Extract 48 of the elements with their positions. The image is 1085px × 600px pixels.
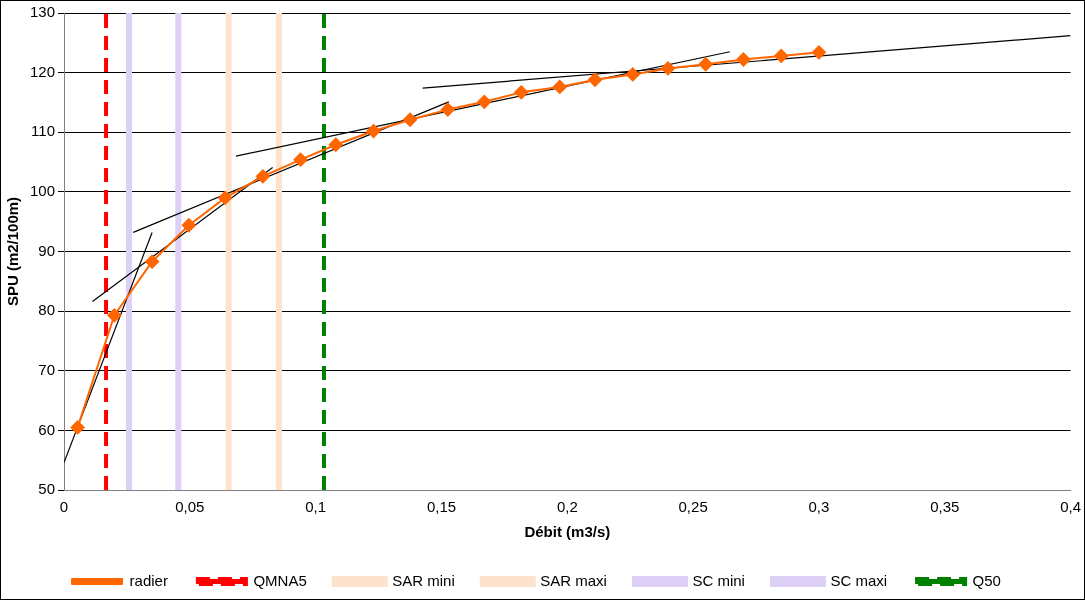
x-tick-label: 0,3: [808, 498, 830, 516]
legend-label: SAR maxi: [540, 571, 607, 589]
y-tick-label: 120: [30, 62, 56, 80]
point: [403, 112, 418, 127]
point: [440, 102, 455, 117]
point: [514, 85, 529, 100]
y-tick-label: 110: [31, 122, 56, 140]
y-tick-label: 70: [38, 360, 56, 378]
x-tick-label: 0,25: [678, 498, 708, 516]
legend-label: radier: [129, 571, 168, 589]
legend-label: SC maxi: [830, 571, 888, 589]
legend-label: SAR mini: [392, 571, 455, 589]
point: [660, 61, 675, 76]
point: [774, 48, 789, 63]
point: [145, 254, 160, 269]
legend-label: QMNA5: [253, 571, 307, 589]
point: [328, 137, 343, 152]
point: [587, 72, 602, 87]
y-tick-label: 100: [30, 182, 56, 200]
legend-label: Q50: [972, 571, 1001, 589]
point: [70, 420, 85, 435]
point: [181, 218, 196, 233]
x-tick-label: 0,1: [305, 498, 327, 516]
x-tick-label: 0,2: [556, 498, 578, 516]
point: [552, 79, 567, 94]
x-tick-label: 0,4: [1060, 498, 1081, 516]
y-tick-label: 50: [38, 480, 56, 498]
point: [477, 94, 492, 109]
point: [625, 67, 640, 82]
point: [698, 57, 713, 72]
x-axis-title: Débit (m3/s): [524, 523, 611, 541]
point: [293, 152, 308, 167]
point: [255, 169, 270, 184]
y-tick-label: 130: [30, 3, 56, 21]
point: [366, 124, 381, 139]
y-axis-title: SPU (m2/100m): [4, 196, 22, 307]
x-tick-label: 0: [59, 498, 69, 516]
x-tick-label: 0,05: [175, 498, 205, 516]
point: [107, 308, 122, 323]
x-tick-label: 0,15: [426, 498, 457, 516]
y-tick-label: 60: [38, 420, 56, 438]
x-tick-label: 0,35: [930, 498, 960, 516]
point: [811, 45, 826, 60]
y-tick-label: 80: [38, 301, 56, 319]
point: [218, 190, 233, 205]
legend-label: SC mini: [692, 571, 745, 589]
y-tick-label: 90: [38, 241, 56, 259]
point: [736, 52, 751, 67]
